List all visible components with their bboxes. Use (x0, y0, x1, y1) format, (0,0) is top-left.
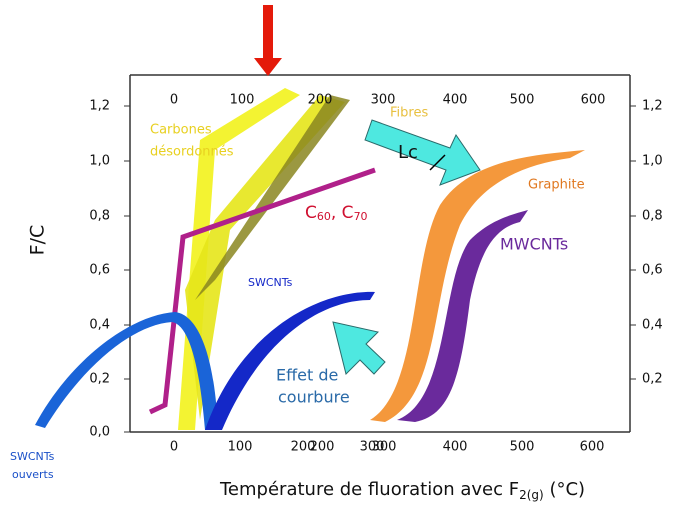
x-tick-label-top: 100 (230, 93, 255, 108)
x-tick-label: 400 (443, 440, 468, 455)
x-tick-label-top: 600 (581, 93, 606, 108)
x-tick-label: 200 (310, 440, 335, 455)
mwcnt-label: MWCNTs (500, 235, 568, 254)
x-title-main: Température de fluoration avec F (219, 479, 519, 500)
x-title-sub: 2(g) (519, 488, 544, 502)
x-title-unit: (°C) (544, 479, 585, 500)
y-tick-label-right: 0,2 (642, 372, 663, 387)
carbones-label: désordonnés (150, 145, 234, 160)
swcnt-label: SWCNTs (248, 276, 293, 289)
curvature-arrow (333, 322, 385, 374)
effet-label: Effet de (276, 366, 338, 385)
chart: F/C Température de fluoration avec F2(g)… (0, 0, 698, 505)
x-tick-label-top: 400 (443, 93, 468, 108)
x-tick-label-top: 0 (170, 93, 178, 108)
lc-label: Lc (398, 142, 418, 163)
c70-sub: 70 (354, 210, 368, 223)
y-tick-label: 0,2 (89, 372, 110, 387)
y-tick-label: 0,6 (89, 263, 110, 278)
y-tick-label: 0,4 (89, 318, 110, 333)
y-tick-label-right: 0,6 (642, 263, 663, 278)
effet-label: courbure (278, 388, 350, 407)
x-tick-label: 500 (510, 440, 535, 455)
x-tick-label: 100 (228, 440, 253, 455)
x-tick-label-top: 500 (510, 93, 535, 108)
swcnt-ouverts-label: SWCNTs (10, 450, 55, 463)
c60-sub: 60 (317, 210, 331, 223)
fibres-label: Fibres (390, 106, 428, 121)
y-tick-label-right: 1,2 (642, 99, 663, 114)
x-tick-label-top: 200 (308, 93, 333, 108)
carbones-label: Carbones (150, 123, 212, 138)
swcnt-ouverts-label: ouverts (12, 468, 54, 481)
x-axis-title: Température de fluoration avec F2(g) (°C… (219, 479, 585, 502)
y-tick-label: 1,0 (89, 154, 110, 169)
y-tick-label: 0,0 (89, 425, 110, 440)
lc-arrow (365, 120, 480, 185)
y-axis-title: F/C (27, 225, 49, 256)
x-tick-label-top: 300 (371, 93, 396, 108)
y-tick-label: 0,8 (89, 209, 110, 224)
red-arrow (254, 5, 282, 76)
c60-label: C60, C70 (305, 203, 368, 223)
y-tick-label-right: 0,8 (642, 209, 663, 224)
y-tick-label: 1,2 (89, 99, 110, 114)
y-tick-label-right: 1,0 (642, 154, 663, 169)
olive-band (195, 95, 350, 300)
x-tick-label: 300 (372, 440, 397, 455)
graphite-label: Graphite (528, 178, 585, 193)
x-tick-label: 0 (170, 440, 178, 455)
y-tick-label-right: 0,4 (642, 318, 663, 333)
c70-c: , C (331, 203, 354, 223)
c60-c: C (305, 203, 317, 223)
x-tick-label: 600 (580, 440, 605, 455)
